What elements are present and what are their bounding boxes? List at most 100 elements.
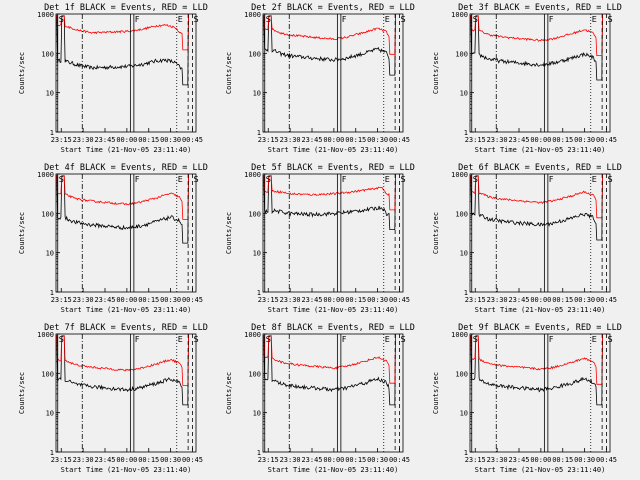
y-axis-label: Counts/sec	[18, 372, 26, 414]
y-tick-label: 1	[50, 129, 54, 137]
series-lld	[470, 334, 603, 385]
panel-det-6: Det 6f BLACK = Events, RED = LLD Counts/s…	[432, 163, 622, 314]
y-axis-label: Counts/sec	[18, 52, 26, 94]
panel-title: Det 7f BLACK = Events, RED = LLD	[44, 323, 208, 333]
x-tick-label: 00:30	[367, 296, 388, 304]
panel-det-4: Det 4f BLACK = Events, RED = LLD Counts/s…	[18, 163, 208, 314]
series-events	[470, 14, 603, 81]
marker-label: S	[473, 175, 478, 184]
plot-frame	[262, 173, 404, 293]
marker-label: E	[592, 175, 597, 184]
x-tick-label: 00:45	[389, 296, 410, 304]
series-events	[470, 174, 603, 241]
y-tick-label: 1000	[37, 171, 54, 179]
x-tick-label: 00:30	[574, 456, 595, 464]
x-tick-label: 00:30	[160, 456, 181, 464]
x-tick-label: 23:30	[487, 456, 508, 464]
y-tick-label: 10	[46, 250, 54, 258]
plot-frame	[469, 173, 611, 293]
y-tick-label: 1	[464, 129, 468, 137]
panel-title: Det 2f BLACK = Events, RED = LLD	[251, 3, 415, 13]
marker-label: E	[385, 175, 390, 184]
x-tick-label: 00:30	[574, 296, 595, 304]
y-tick-label: 100	[248, 50, 261, 58]
y-axis-label: Counts/sec	[225, 372, 233, 414]
y-tick-label: 100	[455, 210, 468, 218]
panel-det-1: Det 1f BLACK = Events, RED = LLD Counts/s…	[18, 3, 208, 154]
marker-label: S	[266, 175, 271, 184]
marker-label: F	[342, 15, 347, 24]
panel-det-2: Det 2f BLACK = Events, RED = LLD Counts/s…	[225, 3, 415, 154]
plot-frame	[262, 333, 404, 453]
series-events	[56, 14, 189, 86]
series-lld	[263, 334, 396, 384]
x-tick-label: 00:00	[323, 296, 344, 304]
x-tick-label: 00:45	[182, 296, 203, 304]
marker-label: F	[549, 175, 554, 184]
marker-label: S	[59, 15, 64, 24]
x-tick-label: 00:45	[596, 136, 617, 144]
marker-label: S	[59, 335, 64, 344]
x-tick-label: 00:30	[367, 136, 388, 144]
x-tick-label: 23:15	[465, 296, 486, 304]
x-tick-label: 23:15	[258, 136, 279, 144]
panel-title: Det 4f BLACK = Events, RED = LLD	[44, 163, 208, 173]
x-tick-label: 00:45	[596, 456, 617, 464]
y-tick-label: 10	[460, 410, 468, 418]
marker-label: F	[135, 175, 140, 184]
x-tick-label: 00:00	[323, 136, 344, 144]
x-tick-label: 00:15	[552, 136, 573, 144]
y-tick-label: 1	[257, 129, 261, 137]
y-tick-label: 100	[248, 210, 261, 218]
x-tick-label: 23:45	[94, 456, 115, 464]
x-axis-label: Start Time (21-Nov-05 23:11:40)	[268, 466, 399, 474]
x-tick-label: 00:00	[530, 136, 551, 144]
marker-label: S	[473, 15, 478, 24]
marker-label: E	[592, 15, 597, 24]
x-tick-label: 23:15	[258, 296, 279, 304]
x-tick-label: 23:30	[73, 136, 94, 144]
y-tick-label: 1000	[37, 11, 54, 19]
x-tick-label: 23:45	[508, 136, 529, 144]
series-events	[263, 334, 396, 406]
x-tick-label: 00:15	[345, 296, 366, 304]
y-axis-label: Counts/sec	[432, 212, 440, 254]
y-tick-label: 1000	[244, 171, 261, 179]
x-tick-label: 23:30	[280, 296, 301, 304]
x-tick-label: 23:45	[301, 456, 322, 464]
y-tick-label: 10	[253, 410, 261, 418]
x-axis-label: Start Time (21-Nov-05 23:11:40)	[268, 306, 399, 314]
x-tick-label: 23:45	[301, 296, 322, 304]
y-tick-label: 100	[455, 370, 468, 378]
marker-label: E	[178, 15, 183, 24]
x-axis-label: Start Time (21-Nov-05 23:11:40)	[475, 146, 606, 154]
x-axis-label: Start Time (21-Nov-05 23:11:40)	[268, 146, 399, 154]
x-axis-label: Start Time (21-Nov-05 23:11:40)	[61, 146, 192, 154]
x-tick-label: 00:15	[138, 296, 159, 304]
marker-label: F	[549, 15, 554, 24]
y-tick-label: 1	[50, 289, 54, 297]
x-tick-label: 23:30	[280, 136, 301, 144]
x-tick-label: 00:00	[530, 296, 551, 304]
plot-frame	[262, 13, 404, 133]
x-tick-label: 00:45	[389, 136, 410, 144]
marker-label: F	[342, 175, 347, 184]
x-tick-label: 00:15	[345, 456, 366, 464]
x-tick-label: 23:45	[94, 296, 115, 304]
x-tick-label: 23:30	[487, 136, 508, 144]
marker-label: S	[266, 335, 271, 344]
marker-label: F	[549, 335, 554, 344]
x-tick-label: 00:00	[116, 136, 137, 144]
y-tick-label: 100	[41, 370, 54, 378]
y-axis-label: Counts/sec	[432, 372, 440, 414]
series-events	[56, 174, 189, 244]
panel-det-5: Det 5f BLACK = Events, RED = LLD Counts/s…	[225, 163, 415, 314]
x-tick-label: 23:15	[51, 456, 72, 464]
y-tick-label: 10	[460, 250, 468, 258]
y-tick-label: 10	[46, 410, 54, 418]
x-tick-label: 00:30	[574, 136, 595, 144]
marker-label: E	[178, 335, 183, 344]
plot-frame	[469, 333, 611, 453]
x-tick-label: 00:30	[367, 456, 388, 464]
